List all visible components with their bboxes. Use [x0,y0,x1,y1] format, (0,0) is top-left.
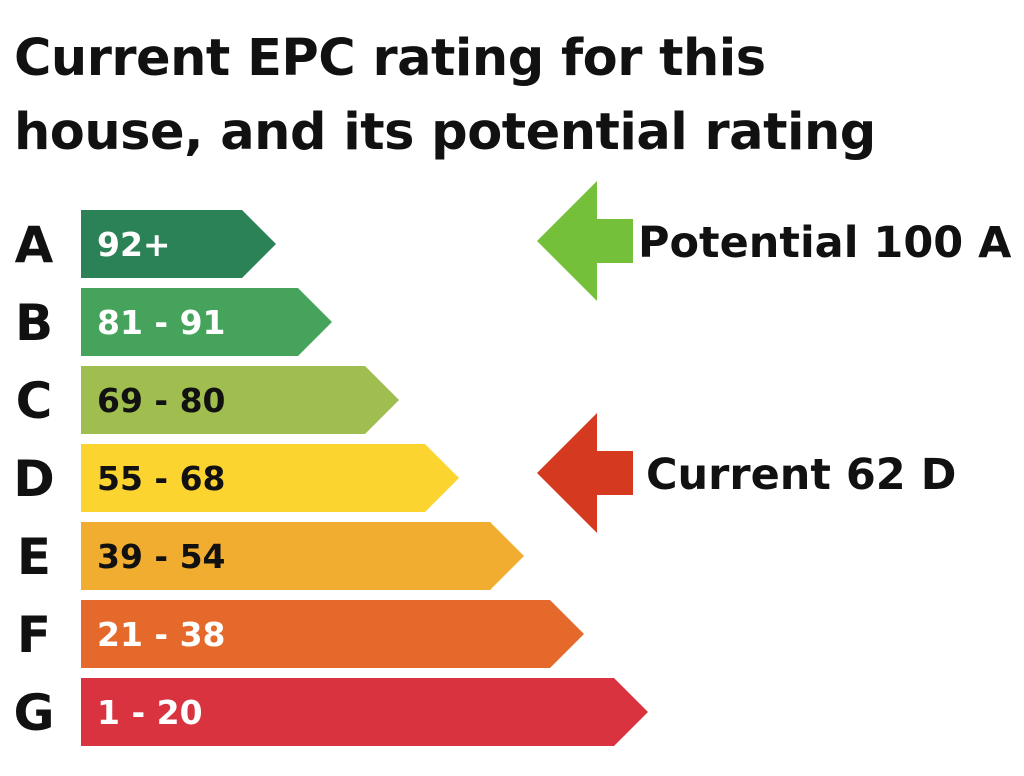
band-range-label: 1 - 20 [97,693,203,732]
chart-title: Current EPC rating for this house, and i… [14,22,1014,170]
band-letter: C [16,372,53,430]
band-bar [81,366,399,434]
band-letter: F [17,606,51,664]
potential-indicator-label: Potential 100 A [638,218,1012,268]
band-range-label: 55 - 68 [97,459,226,498]
band-bar [81,210,276,278]
band-letter: A [15,216,54,274]
band-bar [81,444,459,512]
band-d: D 55 - 68 [13,444,459,512]
band-range-label: 69 - 80 [97,381,226,420]
band-e: E 39 - 54 [17,522,524,590]
current-indicator-shape [537,413,633,533]
band-range-label: 39 - 54 [97,537,226,576]
potential-indicator-shape [537,181,633,301]
band-letter: G [13,684,54,742]
band-letter: E [17,528,51,586]
band-range-label: 81 - 91 [97,303,226,342]
band-range-label: 21 - 38 [97,615,226,654]
band-f: F 21 - 38 [17,600,584,668]
band-bar [81,600,584,668]
band-bar [81,288,332,356]
band-c: C 69 - 80 [16,366,399,434]
potential-indicator: Potential 100 A [537,181,1012,301]
band-letter: B [15,294,53,352]
band-range-label: 92+ [97,225,171,264]
current-indicator-label: Current 62 D [646,450,956,500]
chart-title-line-1: Current EPC rating for this [14,29,766,88]
band-b: B 81 - 91 [15,288,332,356]
band-a: A 92+ [15,210,276,278]
band-bar [81,522,524,590]
band-letter: D [13,450,55,508]
current-indicator: Current 62 D [537,413,956,533]
band-g: G 1 - 20 [13,678,648,746]
band-bar [81,678,648,746]
chart-title-line-2: house, and its potential rating [14,103,876,162]
